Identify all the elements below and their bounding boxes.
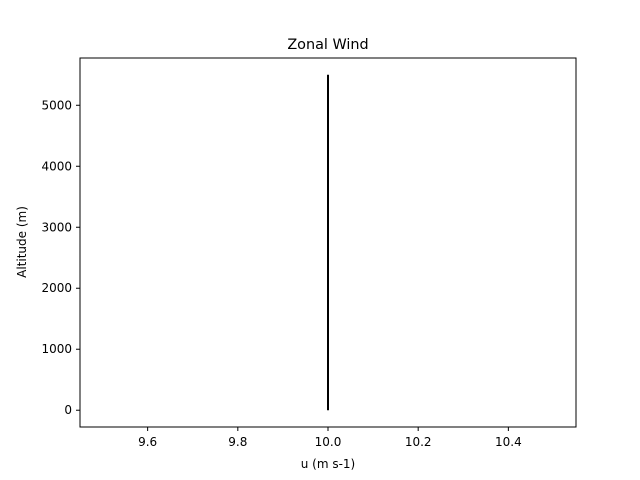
x-tick-label: 10.4 <box>495 435 522 449</box>
chart-title: Zonal Wind <box>287 37 368 53</box>
axis-ticks: 9.6 9.8 10.0 10.2 10.4 0 1000 2000 3000 4000 5000 <box>41 98 521 449</box>
y-tick-label: 1000 <box>41 342 72 356</box>
y-tick-label: 2000 <box>41 281 72 295</box>
x-tick-label: 10.2 <box>405 435 432 449</box>
y-tick-label: 5000 <box>41 98 72 112</box>
y-tick-label: 3000 <box>41 220 72 234</box>
x-tick-label: 9.6 <box>138 435 157 449</box>
y-axis-label: Altitude (m) <box>15 206 29 278</box>
x-axis-label: u (m s-1) <box>301 457 356 471</box>
y-tick-label: 0 <box>64 403 72 417</box>
x-tick-label: 9.8 <box>228 435 247 449</box>
y-tick-label: 4000 <box>41 159 72 173</box>
x-tick-label: 10.0 <box>315 435 342 449</box>
